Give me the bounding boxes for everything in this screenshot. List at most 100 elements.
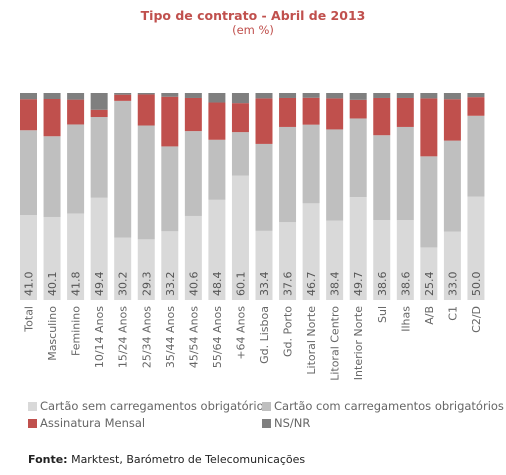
source-label: Fonte: [28,453,68,466]
legend-swatch [262,402,271,411]
bar-segment [349,197,367,300]
legend-item-nsnr: NS/NR [262,416,310,430]
bar-segment [161,231,179,300]
category-label: Sul [376,306,389,323]
source-text: Marktest, Barómetro de Telecomunicações [67,453,306,466]
data-label: 46.7 [305,272,318,297]
bar-segment [208,139,226,200]
bar-segment [67,93,85,100]
category-label: 10/14 Anos [93,306,106,368]
data-label: 38.6 [399,272,412,297]
stacked-bar-chart: 41.0 Total 40.1 Masculino 41.8 Feminino 49.4 10… [20,93,485,381]
data-label: 37.6 [282,272,295,297]
bar-segment [90,93,108,110]
bar-segment [114,93,132,95]
data-label: 60.1 [234,272,247,297]
category-label: Ilhas [399,306,412,332]
category-label: A/B [423,306,436,325]
legend-swatch [28,402,37,411]
bar-segment [326,129,344,221]
bar-segment [373,97,391,136]
bar-segment [90,197,108,300]
data-label: 50.0 [470,272,483,297]
category-label: 25/34 Anos [140,306,153,368]
bar-segment [443,99,461,141]
category-label: Gd. Lisboa [258,306,271,364]
data-label: 30.2 [117,272,130,297]
legend-swatch [28,419,37,428]
bar-segment [43,93,61,99]
category-label: Feminino [70,306,83,356]
bar-segment [208,93,226,103]
legend-item-cartao-com: Cartão com carregamentos obrigatórios [262,399,504,413]
data-label: 48.4 [211,272,224,297]
category-label: 55/64 Anos [211,306,224,368]
data-label: 33.4 [258,272,271,297]
legend-label: Assinatura Mensal [40,416,146,430]
bar-segment [20,215,37,300]
data-label: 49.7 [352,272,365,297]
data-label: 38.4 [329,272,342,297]
bar-segment [20,93,37,100]
data-label: 41.8 [70,272,83,297]
bar-segment [443,93,461,100]
bar-segment [208,102,226,140]
bar-segment [208,199,226,300]
bar-segment [302,203,320,300]
bar-segment [114,237,132,300]
bar-segment [161,146,179,232]
bar-segment [349,99,367,119]
data-label: 49.4 [93,272,106,297]
bar-segment [161,96,179,147]
data-label: 40.1 [46,272,59,297]
bar-segment [67,213,85,300]
bar-segment [467,115,485,197]
chart-title: Tipo de contrato - Abril de 2013 [140,8,366,23]
bar-segment [43,136,61,217]
bar-segment [231,103,249,133]
legend-swatch [262,419,271,428]
bar-segment [420,98,438,157]
chart-subtitle: (em %) [232,23,274,37]
category-label: Litoral Norte [305,306,318,375]
bar-segment [90,109,108,118]
bar-segment [420,156,438,248]
category-label: Gd. Porto [282,306,295,357]
bar-segment [279,126,297,223]
data-label: 33.0 [446,272,459,297]
legend-item-cartao-sem: Cartão sem carregamentos obrigatórios [28,399,270,413]
category-label: +64 Anos [234,306,247,360]
category-label: 35/44 Anos [164,306,177,368]
bar-segment [184,97,202,132]
bar-segment [349,118,367,198]
bar-segment [67,124,85,214]
bar-segment [373,93,391,98]
data-label: 25.4 [423,272,436,297]
bar-segment [231,175,249,300]
bar-segment [326,98,344,130]
category-label: 15/24 Anos [117,306,130,368]
data-label: 29.3 [140,272,153,297]
data-label: 33.2 [164,272,177,297]
bar-segment [326,220,344,300]
bar-segment [231,132,249,176]
category-label: Interior Norte [352,306,365,380]
bar-segment [396,126,414,221]
legend-label: Cartão com carregamentos obrigatórios [274,399,504,413]
bar-segment [67,99,85,125]
bar-segment [20,99,37,131]
category-label: 45/54 Anos [187,306,200,368]
bar-segment [255,230,273,300]
legend-item-assinatura: Assinatura Mensal [28,416,145,430]
bar-segment [255,143,273,231]
bar-segment [349,93,367,100]
category-label: Total [23,306,36,333]
bar-segment [396,97,414,127]
bar-segment [443,231,461,300]
category-label: Masculino [46,306,59,361]
bar-segment [161,93,179,97]
bar-segment [302,97,320,125]
bar-segment [184,93,202,98]
bar-segment [443,140,461,232]
bar-segment [231,93,249,104]
